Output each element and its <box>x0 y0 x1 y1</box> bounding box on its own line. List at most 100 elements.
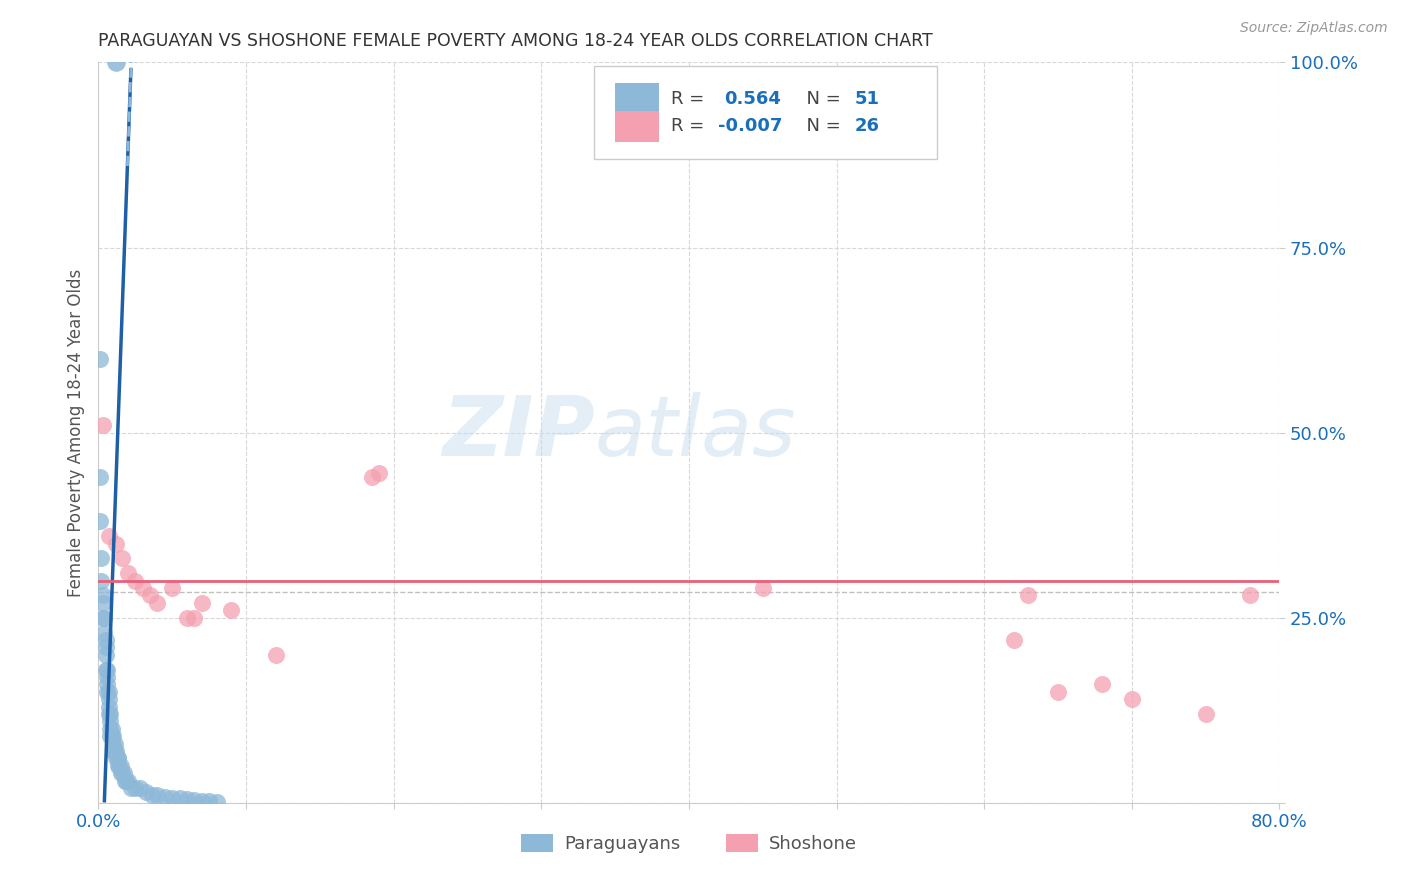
Point <box>1046 685 1070 699</box>
Text: R =: R = <box>671 90 716 108</box>
Point <box>103 737 125 751</box>
Text: -0.007: -0.007 <box>718 117 783 135</box>
Text: 51: 51 <box>855 90 879 108</box>
FancyBboxPatch shape <box>614 83 659 114</box>
Point <box>97 529 120 543</box>
Point <box>191 596 214 610</box>
Point <box>105 55 128 70</box>
Point <box>1018 589 1040 603</box>
FancyBboxPatch shape <box>614 111 659 142</box>
Point <box>107 758 129 772</box>
Point <box>124 780 146 795</box>
Point <box>94 632 117 647</box>
Point <box>112 766 135 780</box>
Point <box>111 766 134 780</box>
Point <box>368 467 391 481</box>
Point <box>91 596 114 610</box>
Point <box>132 581 155 595</box>
Point <box>139 589 162 603</box>
Point <box>752 581 775 595</box>
Point <box>183 793 205 807</box>
Text: R =: R = <box>671 117 710 135</box>
Point <box>97 692 120 706</box>
Point <box>107 751 129 765</box>
Point <box>89 515 111 529</box>
Point <box>100 722 122 736</box>
Point <box>117 566 139 581</box>
Point <box>1091 677 1114 691</box>
Text: 26: 26 <box>855 117 879 135</box>
FancyBboxPatch shape <box>595 66 936 159</box>
Point <box>1195 706 1218 721</box>
Point <box>93 610 115 624</box>
Point <box>135 785 157 799</box>
Point <box>128 780 150 795</box>
Point <box>94 640 117 655</box>
Text: N =: N = <box>796 90 846 108</box>
Text: 0.564: 0.564 <box>724 90 782 108</box>
Point <box>176 792 198 806</box>
Point <box>98 722 121 736</box>
Point <box>120 780 142 795</box>
Text: N =: N = <box>796 117 846 135</box>
Point <box>108 758 131 772</box>
Point <box>111 551 134 566</box>
Point <box>104 744 127 758</box>
Point <box>103 729 125 743</box>
Point <box>191 794 214 808</box>
Y-axis label: Female Poverty Among 18-24 Year Olds: Female Poverty Among 18-24 Year Olds <box>66 268 84 597</box>
Point <box>176 610 198 624</box>
Point <box>105 751 128 765</box>
Point <box>1002 632 1025 647</box>
Point <box>105 536 128 550</box>
Point <box>97 685 120 699</box>
Point <box>96 685 118 699</box>
Point <box>100 729 122 743</box>
Point <box>89 351 111 366</box>
Point <box>97 706 120 721</box>
Point <box>98 706 121 721</box>
Text: Source: ZipAtlas.com: Source: ZipAtlas.com <box>1240 21 1388 36</box>
Point <box>93 625 115 640</box>
Point <box>198 794 221 808</box>
Point <box>96 663 118 677</box>
Point <box>141 789 163 803</box>
Point <box>183 610 205 624</box>
Point <box>169 791 191 805</box>
Point <box>97 699 120 714</box>
Point <box>1121 692 1143 706</box>
Point <box>90 574 112 588</box>
Point <box>146 596 169 610</box>
Point <box>107 751 129 765</box>
Point <box>153 789 176 804</box>
Text: ZIP: ZIP <box>441 392 595 473</box>
Point <box>115 773 138 788</box>
Point <box>91 610 114 624</box>
Point <box>162 581 183 595</box>
Point <box>96 670 118 684</box>
Point <box>1239 589 1261 603</box>
Point <box>98 729 121 743</box>
Point <box>94 663 117 677</box>
Point <box>91 418 114 433</box>
Point <box>103 744 125 758</box>
Point <box>117 773 139 788</box>
Point <box>89 470 111 484</box>
Legend: Paraguayans, Shoshone: Paraguayans, Shoshone <box>513 827 865 861</box>
Point <box>146 789 169 803</box>
Point <box>221 603 243 617</box>
Point <box>162 790 183 805</box>
Point <box>114 773 136 788</box>
Text: atlas: atlas <box>595 392 796 473</box>
Point <box>105 744 128 758</box>
Point <box>91 589 114 603</box>
Point <box>94 648 117 662</box>
Point <box>96 677 118 691</box>
Point <box>110 766 132 780</box>
Point <box>104 737 127 751</box>
Point <box>90 551 112 566</box>
Point <box>110 758 132 772</box>
Point <box>124 574 146 588</box>
Point <box>264 648 287 662</box>
Text: PARAGUAYAN VS SHOSHONE FEMALE POVERTY AMONG 18-24 YEAR OLDS CORRELATION CHART: PARAGUAYAN VS SHOSHONE FEMALE POVERTY AM… <box>98 32 934 50</box>
